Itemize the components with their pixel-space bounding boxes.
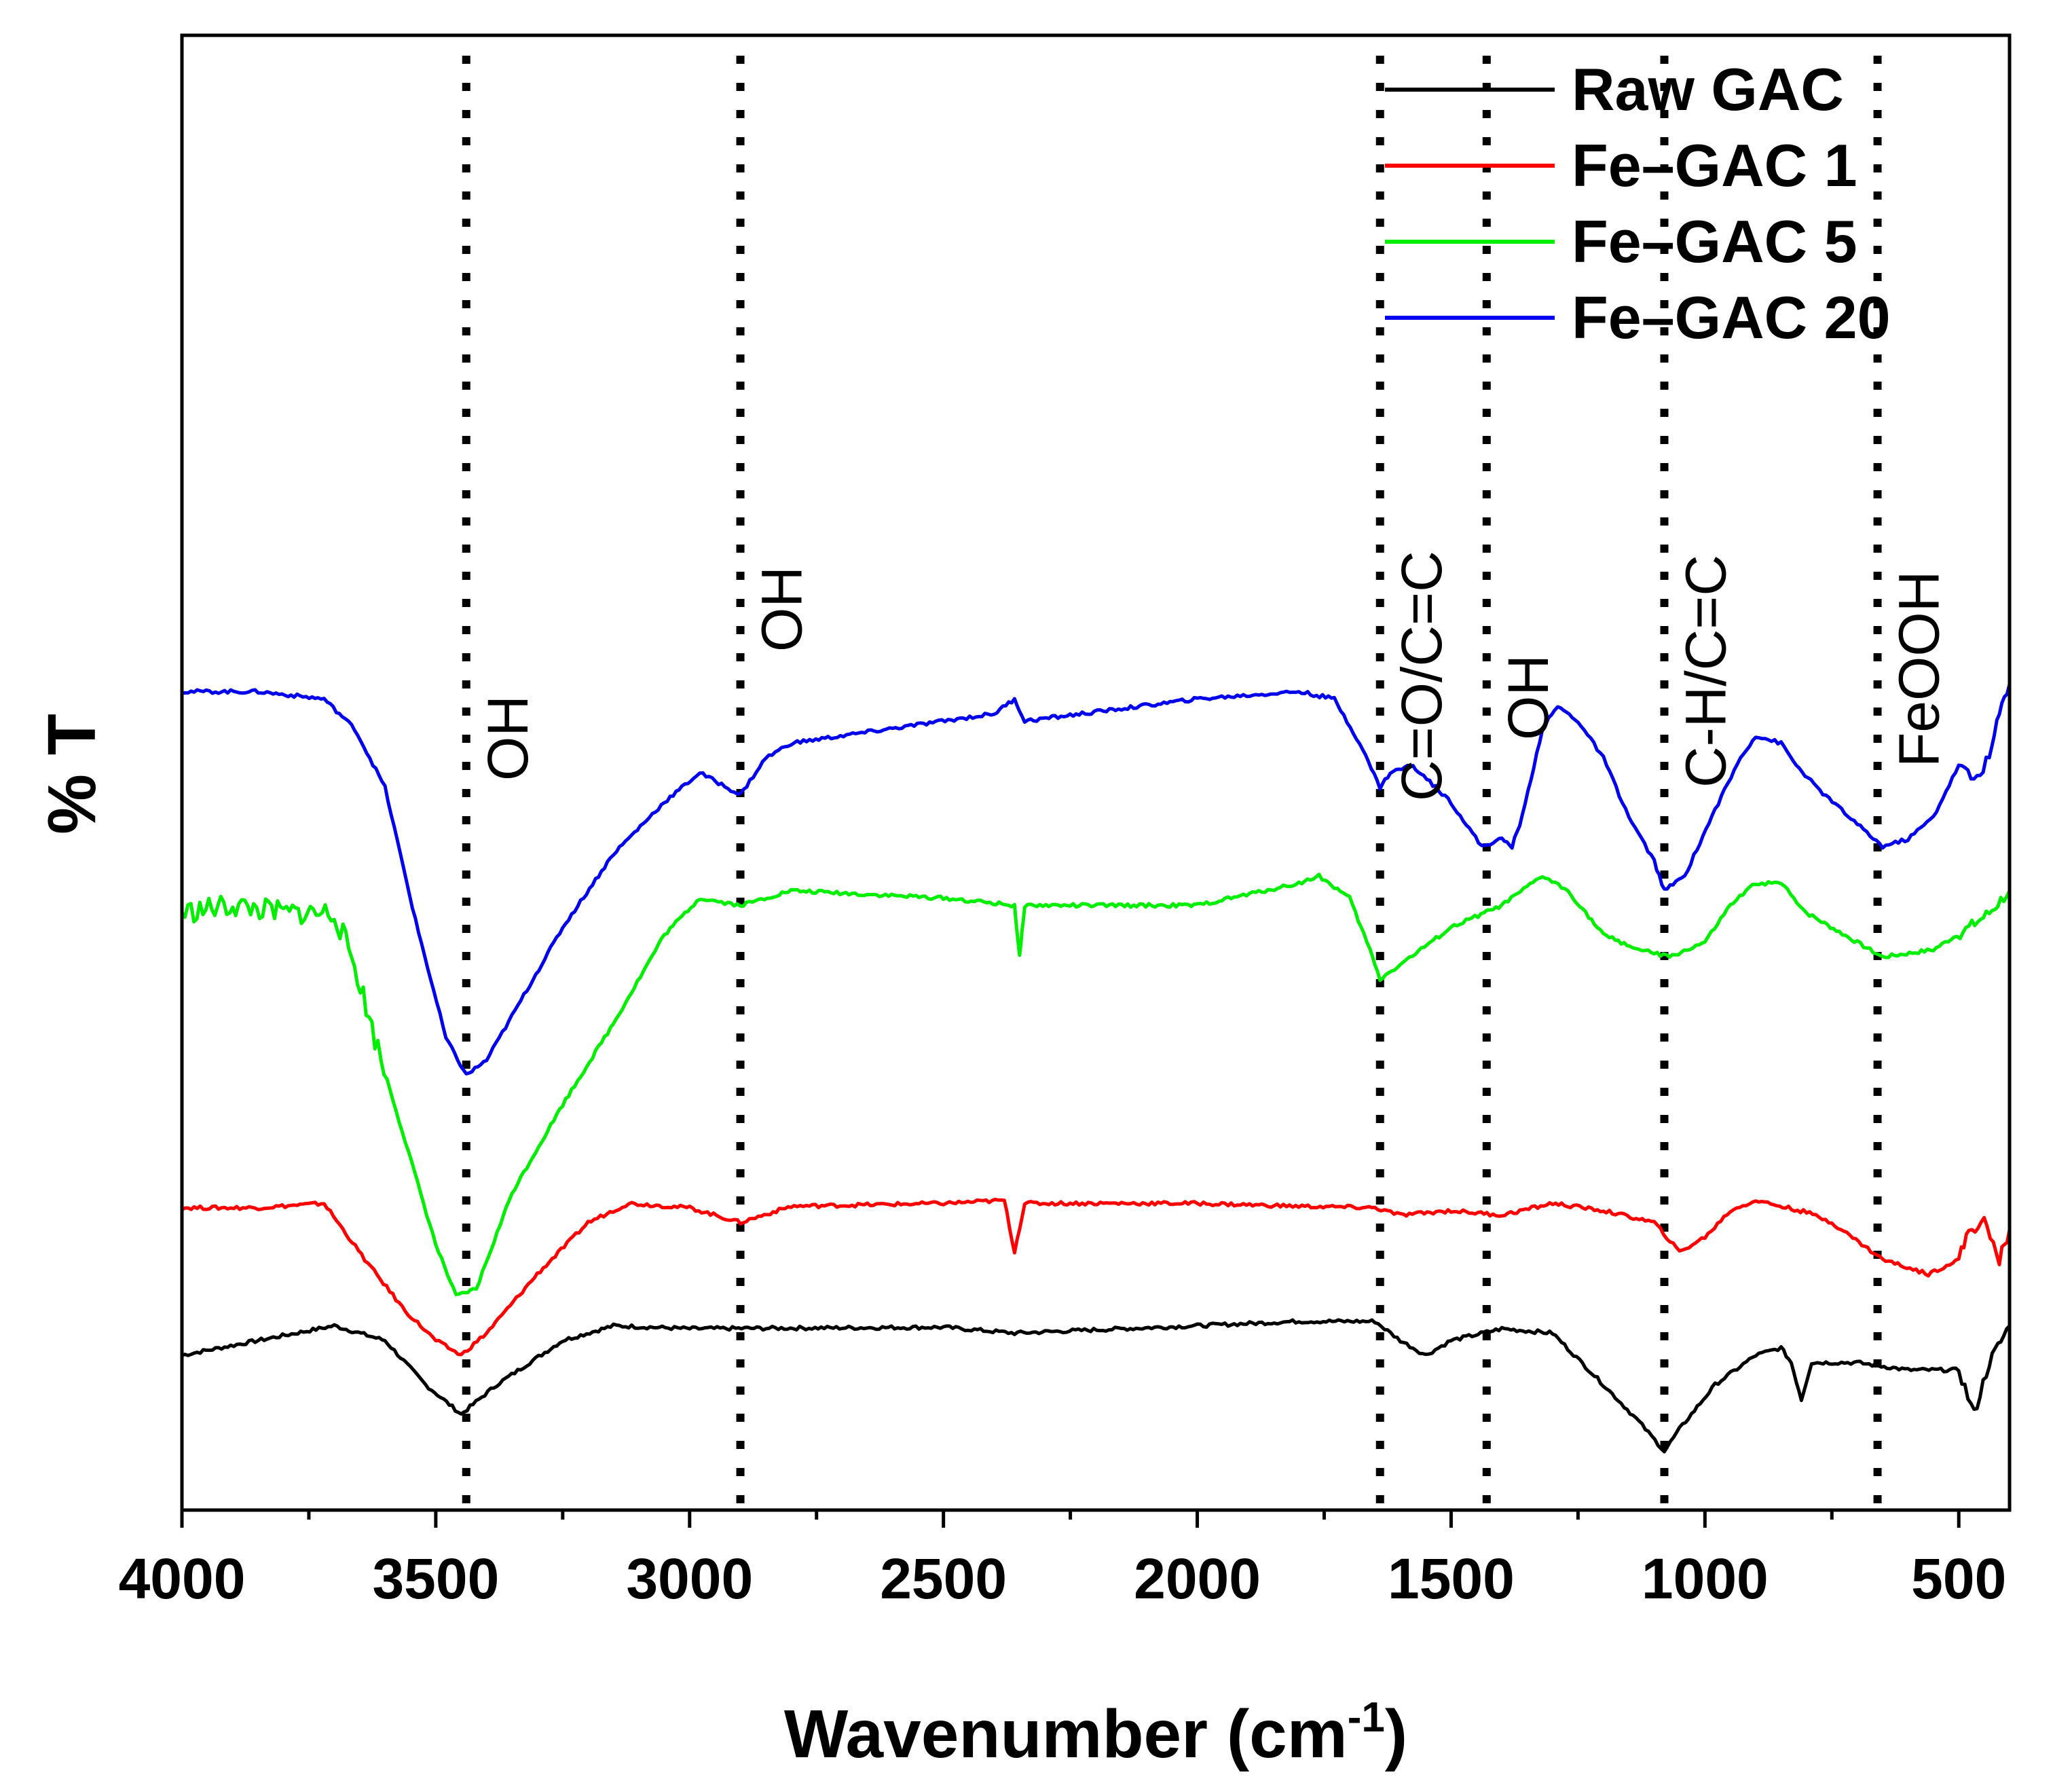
reference-label: C=O/C=C	[1390, 551, 1454, 801]
legend-label: Fe–GAC 20	[1572, 284, 1891, 351]
series-lines	[180, 684, 2012, 1454]
series-line	[181, 684, 2012, 1076]
x-tick-label: 4000	[119, 1547, 246, 1611]
x-axis-ticks: 4000 3500 3000 2500 2000 1500 1000 500	[119, 1510, 2006, 1611]
x-axis-title-close: )	[1385, 1696, 1407, 1772]
reference-label: OH	[476, 695, 540, 781]
reference-label: FeOOH	[1887, 571, 1951, 767]
series-line	[181, 1197, 2012, 1357]
x-axis-title: Wavenumber (cm-1)	[784, 1694, 1407, 1772]
legend-label: Raw GAC	[1572, 56, 1844, 123]
reference-label: OH	[1496, 655, 1560, 740]
x-axis-title-superscript: -1	[1348, 1694, 1385, 1741]
x-tick-label: 3000	[626, 1547, 753, 1611]
legend: Raw GAC Fe–GAC 1 Fe–GAC 5 Fe–GAC 20	[1385, 56, 1891, 351]
x-tick-label: 2500	[880, 1547, 1007, 1611]
legend-label: Fe–GAC 5	[1572, 208, 1857, 275]
legend-label: Fe–GAC 1	[1572, 132, 1857, 199]
plot-frame	[180, 33, 2012, 1512]
series-line	[181, 1318, 2011, 1454]
x-tick-label: 1000	[1642, 1547, 1769, 1611]
reference-label: C-H/C=C	[1674, 555, 1738, 788]
x-tick-label: 500	[1911, 1547, 2006, 1611]
y-axis-title: % T	[34, 714, 110, 834]
x-tick-label: 3500	[372, 1547, 499, 1611]
reference-label: OH	[750, 566, 814, 652]
x-tick-label: 2000	[1134, 1547, 1261, 1611]
reference-labels: OH OH C=O/C=C OH C-H/C=C FeOOH	[476, 551, 1951, 801]
series-line	[180, 873, 2012, 1297]
x-tick-label: 1500	[1388, 1547, 1515, 1611]
